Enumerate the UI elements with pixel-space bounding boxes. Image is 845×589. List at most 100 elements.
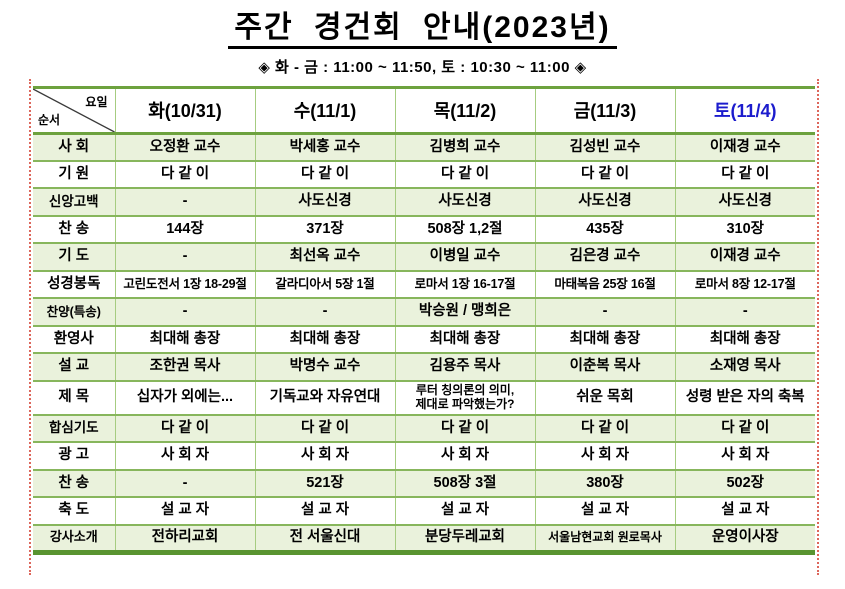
table-cell: 다 같 이 <box>394 413 536 442</box>
table-cell: 십자가 외에는... <box>114 379 256 415</box>
weekly-devotion-table: 요일 순서 화(10/31) 수(11/1) 목(11/2) 금(11/3) 토… <box>33 85 815 555</box>
table-cell: 다 같 이 <box>534 413 676 442</box>
row-label: 광 고 <box>33 441 116 470</box>
table-cell: 사도신경 <box>674 187 815 216</box>
table-cell: 전 서울신대 <box>254 523 396 555</box>
table-cell: 521장 <box>254 468 396 497</box>
table-cell: 최대해 총장 <box>674 324 815 353</box>
table-cell: 사도신경 <box>534 187 676 216</box>
table-cell: 사 회 자 <box>114 441 256 470</box>
title-wrap: 주간 경건회 안내(2023년) <box>0 0 845 49</box>
table-cell: 최대해 총장 <box>394 324 536 353</box>
corner-cell: 요일 순서 <box>33 87 116 135</box>
table-cell: 김병희 교수 <box>394 132 536 161</box>
table-cell: 다 같 이 <box>254 413 396 442</box>
table-cell: 박세홍 교수 <box>254 132 396 161</box>
table-cell: - <box>114 242 256 271</box>
table-cell: 박명수 교수 <box>254 352 396 381</box>
table-cell: 갈라디아서 5장 1절 <box>254 269 396 298</box>
table-cell: 최대해 총장 <box>534 324 676 353</box>
header-row: 요일 순서 화(10/31) 수(11/1) 목(11/2) 금(11/3) 토… <box>33 87 815 135</box>
column-header-wed: 수(11/1) <box>254 87 396 135</box>
table-cell: 310장 <box>674 214 815 243</box>
table-cell: 로마서 8장 12-17절 <box>674 269 815 298</box>
table-cell: 분당두레교회 <box>394 523 536 555</box>
diagonal-divider <box>33 88 115 132</box>
row-label: 신앙고백 <box>33 187 116 216</box>
table-cell: 사도신경 <box>394 187 536 216</box>
table-cell: 502장 <box>674 468 815 497</box>
table-cell: 최대해 총장 <box>114 324 256 353</box>
table-cell: 다 같 이 <box>674 159 815 188</box>
table-cell: 소재영 목사 <box>674 352 815 381</box>
row-label: 합심기도 <box>33 413 116 442</box>
table-cell: 오정환 교수 <box>114 132 256 161</box>
row-label: 설 교 <box>33 352 116 381</box>
table-cell: 이재경 교수 <box>674 132 815 161</box>
table-cell: 최선옥 교수 <box>254 242 396 271</box>
table-cell: 다 같 이 <box>114 159 256 188</box>
table-cell: 사도신경 <box>254 187 396 216</box>
table-cell: 371장 <box>254 214 396 243</box>
table-cell: 설 교 자 <box>254 496 396 525</box>
corner-label-day: 요일 <box>85 94 108 109</box>
table-cell: 사 회 자 <box>674 441 815 470</box>
table-row: 사 회 오정환 교수 박세홍 교수 김병희 교수 김성빈 교수 이재경 교수 <box>33 132 815 161</box>
table-row: 환영사 최대해 총장 최대해 총장 최대해 총장 최대해 총장 최대해 총장 <box>33 324 815 353</box>
row-label: 환영사 <box>33 324 116 353</box>
table-cell: - <box>674 297 815 326</box>
table-row: 찬양(특송) - - 박승원 / 맹희은 - - <box>33 297 815 326</box>
row-label: 찬 송 <box>33 214 116 243</box>
table-row: 신앙고백 - 사도신경 사도신경 사도신경 사도신경 <box>33 187 815 216</box>
table-cell: 기독교와 자유연대 <box>254 379 396 415</box>
row-label: 기 원 <box>33 159 116 188</box>
table-cell: 김성빈 교수 <box>534 132 676 161</box>
row-label: 축 도 <box>33 496 116 525</box>
row-label: 성경봉독 <box>33 269 116 298</box>
table-cell: 다 같 이 <box>394 159 536 188</box>
row-label: 찬양(특송) <box>33 297 116 326</box>
table-cell: 사 회 자 <box>394 441 536 470</box>
table-cell: - <box>114 468 256 497</box>
row-label: 기 도 <box>33 242 116 271</box>
table-cell: 성령 받은 자의 축복 <box>674 379 815 415</box>
table-cell: 설 교 자 <box>534 496 676 525</box>
row-label: 강사소개 <box>33 523 116 555</box>
table-cell: 마태복음 25장 16절 <box>534 269 676 298</box>
row-label: 사 회 <box>33 132 116 161</box>
table-cell: - <box>254 297 396 326</box>
table-cell: 설 교 자 <box>114 496 256 525</box>
table-row: 기 도 - 최선옥 교수 이병일 교수 김은경 교수 이재경 교수 <box>33 242 815 271</box>
table-cell: 508장 3절 <box>394 468 536 497</box>
page-title: 주간 경건회 안내(2023년) <box>228 12 617 49</box>
table-row: 강사소개 전하리교회 전 서울신대 분당두레교회 서울남현교회 원로목사 운영이사장 <box>33 523 815 555</box>
table-cell: 고린도전서 1장 18-29절 <box>114 269 256 298</box>
page-margin-marker-right <box>817 79 819 575</box>
table-cell: 박승원 / 맹희은 <box>394 297 536 326</box>
table-cell: 서울남현교회 원로목사 <box>534 523 676 555</box>
table-cell: 다 같 이 <box>114 413 256 442</box>
table-cell: 전하리교회 <box>114 523 256 555</box>
table-cell: 사 회 자 <box>534 441 676 470</box>
row-label: 제 목 <box>33 379 116 415</box>
column-header-fri: 금(11/3) <box>534 87 676 135</box>
table-cell: 다 같 이 <box>254 159 396 188</box>
table-cell: 다 같 이 <box>534 159 676 188</box>
schedule-times-subtitle: ◈ 화 - 금 : 11:00 ~ 11:50, 토 : 10:30 ~ 11:… <box>258 58 587 76</box>
table-cell: 설 교 자 <box>394 496 536 525</box>
column-header-tue: 화(10/31) <box>114 87 256 135</box>
table-cell: 김용주 목사 <box>394 352 536 381</box>
table-cell: 김은경 교수 <box>534 242 676 271</box>
table-cell: 로마서 1장 16-17절 <box>394 269 536 298</box>
corner-label-order: 순서 <box>38 112 61 127</box>
row-label: 찬 송 <box>33 468 116 497</box>
table-cell: 다 같 이 <box>674 413 815 442</box>
table-row: 제 목 십자가 외에는... 기독교와 자유연대 루터 칭의론의 의미, 제대로 파악… <box>33 379 815 415</box>
column-header-thu: 목(11/2) <box>394 87 536 135</box>
table-row: 찬 송 -521장 508장 3절 380장 502장 <box>33 468 815 497</box>
